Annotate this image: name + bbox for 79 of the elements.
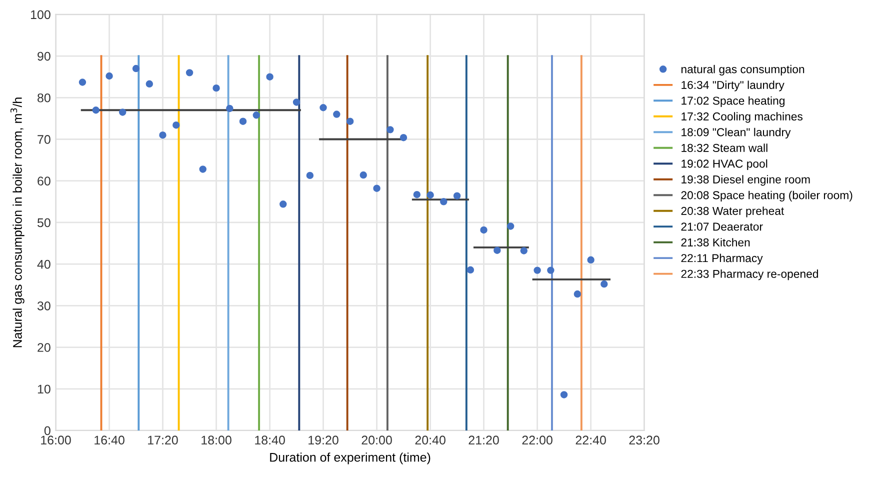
- point: [453, 192, 461, 200]
- point: [292, 98, 300, 106]
- legend-label: 18:09 "Clean" laundry: [682, 128, 791, 138]
- point: [426, 191, 434, 199]
- point: [172, 121, 180, 129]
- x-tick-label: 16:00: [41, 436, 71, 445]
- x-tick-label: 16:40: [94, 436, 124, 445]
- x-tick-label: 20:40: [415, 436, 446, 445]
- y-tick-label: 0: [44, 426, 50, 436]
- point: [413, 190, 421, 198]
- point: [386, 126, 394, 134]
- point: [306, 172, 314, 180]
- point: [346, 118, 354, 125]
- y-tick-label: 40: [37, 260, 50, 269]
- legend-label: 17:02 Space heating: [682, 96, 784, 108]
- point: [146, 80, 154, 88]
- x-tick-label: 23:20: [629, 436, 660, 445]
- point: [159, 131, 166, 139]
- x-axis-title: Duration of experiment (time): [270, 452, 430, 464]
- legend-label: 16:34 "Dirty" laundry: [682, 80, 784, 92]
- point: [280, 200, 287, 208]
- point: [239, 118, 247, 125]
- point: [400, 134, 408, 142]
- point: [320, 104, 327, 112]
- legend-label: 18:32 Steam wall: [682, 144, 768, 152]
- point: [520, 247, 528, 254]
- point: [373, 184, 380, 192]
- point: [360, 171, 367, 179]
- x-tick-label: 20:00: [362, 436, 392, 445]
- y-tick-label: 70: [38, 135, 50, 144]
- point: [186, 69, 194, 76]
- x-tick-label: 18:40: [255, 436, 285, 445]
- y-axis-title: Natural gas consumption in boiler room, m$^{3}$/h: [10, 98, 24, 348]
- x-tick-label: 22:40: [576, 436, 606, 445]
- legend-label: natural gas consumption: [681, 64, 804, 76]
- legend-label: 22:33 Pharmacy re-opened: [681, 270, 818, 280]
- point: [506, 222, 514, 230]
- point: [132, 64, 140, 72]
- point: [480, 226, 488, 234]
- y-tick-label: 30: [37, 301, 50, 310]
- x-tick-label: 22:00: [522, 436, 552, 445]
- point: [266, 73, 274, 80]
- point: [199, 166, 206, 173]
- y-tick-label: 60: [38, 176, 50, 186]
- point: [92, 106, 100, 114]
- y-tick-label: 50: [37, 218, 50, 228]
- point: [440, 198, 448, 206]
- y-tick-label: 10: [38, 384, 50, 394]
- x-tick-label: 17:20: [148, 436, 178, 445]
- point: [466, 266, 474, 274]
- point: [333, 110, 340, 118]
- legend-label: 20:08 Space heating (boiler room): [681, 190, 852, 202]
- point: [78, 78, 86, 86]
- point: [119, 108, 126, 116]
- y-tick-label: 80: [38, 93, 50, 102]
- point: [547, 266, 554, 274]
- x-tick-label: 19:20: [308, 436, 338, 445]
- legend-label: 21:07 Deaerator: [681, 222, 763, 231]
- legend-label: 20:38 Water preheat: [681, 206, 784, 218]
- legend-label: 22:11 Pharmacy: [681, 254, 763, 264]
- point: [574, 290, 582, 298]
- point: [534, 266, 541, 274]
- point: [212, 84, 220, 92]
- x-tick-label: 18:00: [202, 436, 232, 445]
- y-tick-label: 90: [38, 52, 50, 61]
- legend-label: 21:38 Kitchen: [681, 238, 750, 246]
- point: [560, 391, 568, 398]
- y-tick-label: 20: [38, 343, 50, 352]
- legend-label: 17:32 Cooling machines: [682, 112, 803, 123]
- point: [587, 256, 594, 264]
- legend-label: 19:02 HVAC pool: [682, 159, 768, 170]
- legend-label: 19:38 Diesel engine room: [682, 175, 810, 186]
- point: [226, 104, 234, 112]
- point: [252, 112, 260, 119]
- point: [106, 72, 113, 80]
- point: [494, 246, 501, 254]
- x-tick-label: 21:20: [468, 436, 499, 445]
- y-tick-label: 100: [30, 10, 50, 20]
- point: [600, 280, 608, 288]
